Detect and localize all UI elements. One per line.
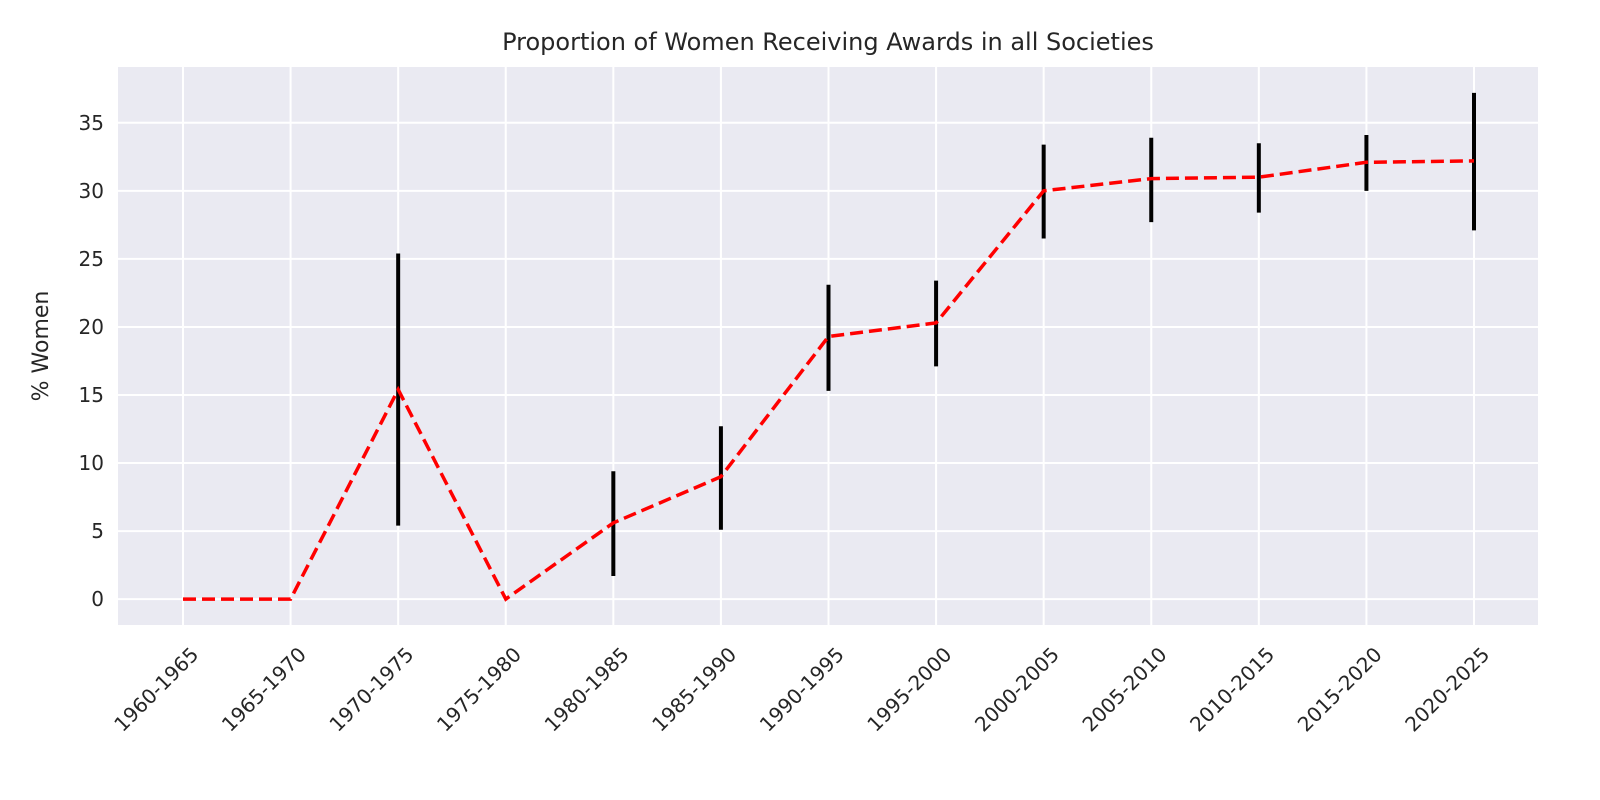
x-tick-label: 1990-1995 [755, 642, 849, 736]
x-tick-label: 2015-2020 [1293, 642, 1387, 736]
y-tick-label: 25 [79, 247, 104, 271]
x-tick-label: 1970-1975 [324, 642, 418, 736]
y-axis-ticks: 0 5 10 15 20 25 30 35 [79, 111, 104, 611]
y-tick-label: 10 [79, 451, 104, 475]
y-axis-label: % Women [29, 291, 54, 402]
y-tick-label: 5 [91, 519, 104, 543]
x-tick-label: 1965-1970 [217, 642, 311, 736]
chart-title: Proportion of Women Receiving Awards in … [502, 28, 1154, 56]
x-tick-label: 1960-1965 [109, 642, 203, 736]
x-tick-label: 2010-2015 [1185, 642, 1279, 736]
y-tick-label: 35 [79, 111, 104, 135]
x-tick-label: 1995-2000 [862, 642, 956, 736]
x-tick-label: 1975-1980 [432, 642, 526, 736]
y-tick-label: 0 [91, 587, 104, 611]
x-tick-label: 1985-1990 [647, 642, 741, 736]
x-tick-label: 1980-1985 [540, 642, 634, 736]
y-tick-label: 20 [79, 315, 104, 339]
x-tick-label: 2020-2025 [1400, 642, 1494, 736]
x-tick-label: 2005-2010 [1077, 642, 1171, 736]
y-tick-label: 15 [79, 383, 104, 407]
x-tick-label: 2000-2005 [970, 642, 1064, 736]
y-tick-label: 30 [79, 179, 104, 203]
series-line [183, 159, 1475, 602]
x-axis-ticks: 1960-1965 1965-1970 1970-1975 1975-1980 1980… [109, 642, 1494, 736]
